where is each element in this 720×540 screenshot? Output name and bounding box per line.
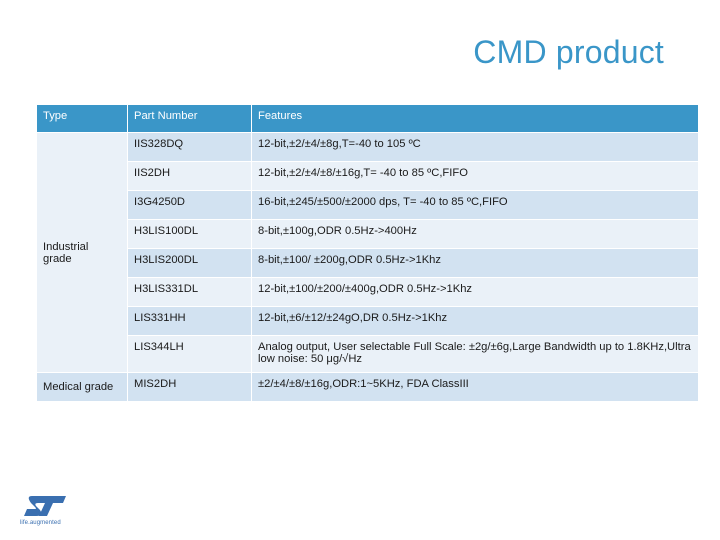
header-part-number: Part Number <box>127 104 252 133</box>
group-label: Medical grade <box>43 381 114 393</box>
table-row: LIS344LH Analog output, User selectable … <box>37 335 699 373</box>
features-cell: Analog output, User selectable Full Scal… <box>251 335 699 373</box>
st-logo: life.augmented <box>20 494 80 530</box>
table-row: IIS2DH 12-bit,±2/±4/±8/±16g,T= -40 to 85… <box>37 161 699 191</box>
product-table: Type Part Number Features Industrial gra… <box>36 104 699 402</box>
logo-tagline: life.augmented <box>20 520 61 526</box>
part-number-cell: LIS344LH <box>127 335 252 373</box>
st-logo-icon <box>24 496 66 516</box>
part-number-cell: H3LIS200DL <box>127 248 252 278</box>
features-cell: 16-bit,±245/±500/±2000 dps, T= -40 to 85… <box>251 190 699 220</box>
group-medical-grade: Medical grade <box>36 372 128 402</box>
features-cell: 12-bit,±2/±4/±8g,T=-40 to 105 ºC <box>251 132 699 162</box>
table-row: H3LIS100DL 8-bit,±100g,ODR 0.5Hz->400Hz <box>37 219 699 249</box>
table-header-row: Type Part Number Features <box>36 104 699 133</box>
features-cell: 12-bit,±100/±200/±400g,ODR 0.5Hz->1Khz <box>251 277 699 307</box>
part-number-cell: IIS328DQ <box>127 132 252 162</box>
header-type: Type <box>36 104 128 133</box>
table-row: Medical grade MIS2DH ±2/±4/±8/±16g,ODR:1… <box>36 372 699 402</box>
part-number-cell: I3G4250D <box>127 190 252 220</box>
group-industrial-grade: Industrial grade <box>36 132 128 373</box>
table-row: Industrial grade IIS328DQ 12-bit,±2/±4/±… <box>36 132 699 373</box>
table-row: I3G4250D 16-bit,±245/±500/±2000 dps, T= … <box>37 190 699 220</box>
table-row: H3LIS331DL 12-bit,±100/±200/±400g,ODR 0.… <box>37 277 699 307</box>
features-cell: 12-bit,±6/±12/±24gO,DR 0.5Hz->1Khz <box>251 306 699 336</box>
part-number-cell: IIS2DH <box>127 161 252 191</box>
features-cell: ±2/±4/±8/±16g,ODR:1~5KHz, FDA ClassIII <box>251 372 699 402</box>
part-number-cell: H3LIS331DL <box>127 277 252 307</box>
part-number-cell: LIS331HH <box>127 306 252 336</box>
slide-title: CMD product <box>473 34 664 70</box>
part-number-cell: MIS2DH <box>127 372 252 402</box>
features-cell: 12-bit,±2/±4/±8/±16g,T= -40 to 85 ºC,FIF… <box>251 161 699 191</box>
features-cell: 8-bit,±100/ ±200g,ODR 0.5Hz->1Khz <box>251 248 699 278</box>
header-features: Features <box>251 104 699 133</box>
part-number-cell: H3LIS100DL <box>127 219 252 249</box>
table-row: H3LIS200DL 8-bit,±100/ ±200g,ODR 0.5Hz->… <box>37 248 699 278</box>
table-row: LIS331HH 12-bit,±6/±12/±24gO,DR 0.5Hz->1… <box>37 306 699 336</box>
group-label: Industrial grade <box>43 240 89 265</box>
features-cell: 8-bit,±100g,ODR 0.5Hz->400Hz <box>251 219 699 249</box>
